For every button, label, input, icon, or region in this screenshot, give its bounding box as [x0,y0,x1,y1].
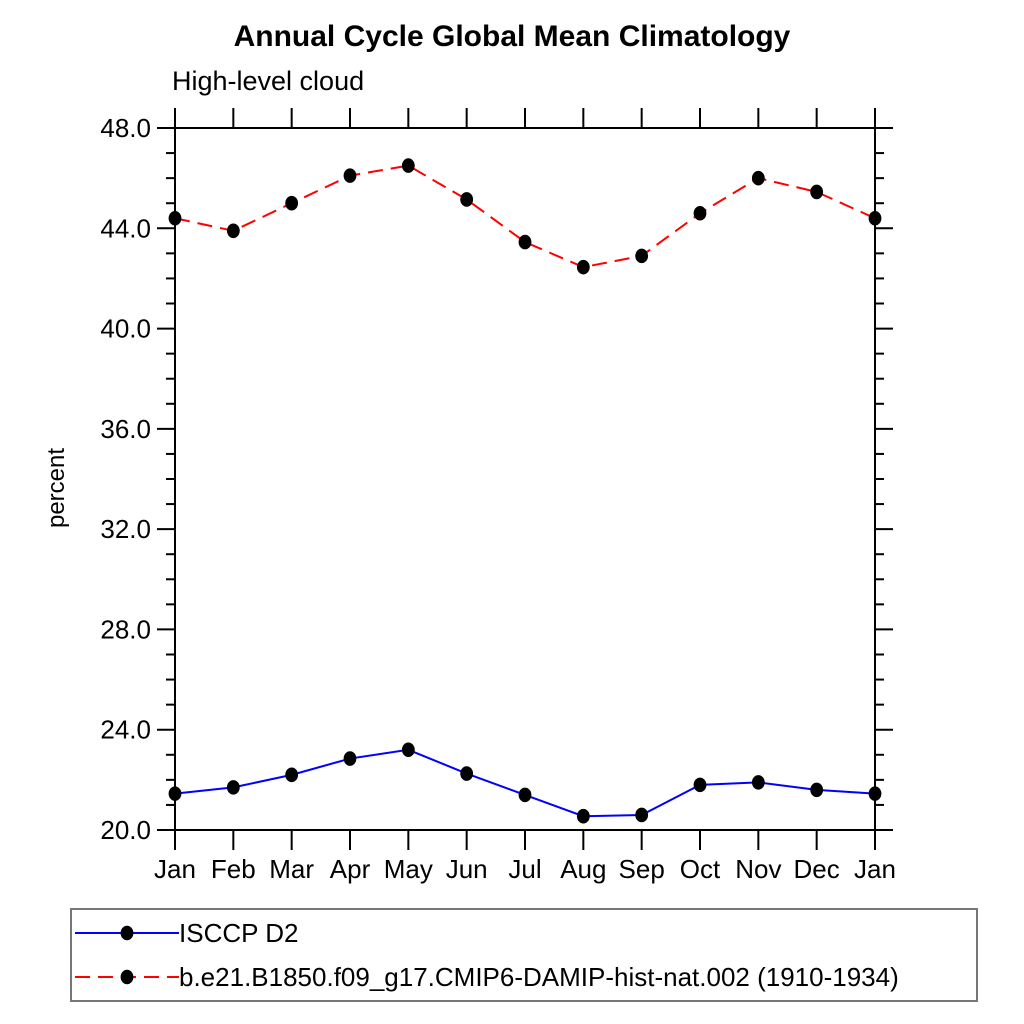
data-point-marker [285,767,299,783]
chart-subtitle: High-level cloud [172,66,365,96]
legend-item: b.e21.B1850.f09_g17.CMIP6-DAMIP-hist-nat… [72,957,976,997]
x-tick-label: Jul [508,854,541,884]
data-point-marker [693,205,707,221]
data-point-marker [460,766,474,781]
x-tick-label: Mar [269,854,314,884]
legend: ISCCP D2 b.e21.B1850.f09_g17.CMIP6-DAMIP-… [70,908,978,1002]
data-point-marker [226,223,240,239]
x-tick-label: Oct [680,854,721,884]
data-point-marker [751,775,765,790]
x-tick-label: Sep [619,854,665,884]
y-tick-label: 40.0 [100,314,151,344]
y-tick-label: 24.0 [100,715,151,745]
data-point-marker [343,168,357,183]
y-tick-label: 48.0 [100,113,151,143]
legend-item: ISCCP D2 [72,913,976,953]
legend-marker-icon [120,969,134,985]
data-point-marker [343,751,357,766]
data-point-marker [401,158,415,173]
data-point-marker [635,248,649,264]
data-point-marker [868,210,882,226]
x-tick-label: Jan [854,854,896,884]
data-point-marker [693,777,707,793]
data-point-marker [285,195,299,211]
data-point-marker [576,259,590,275]
x-tick-label: May [384,854,433,884]
y-tick-label: 32.0 [100,514,151,544]
data-point-marker [518,234,532,250]
chart-title: Annual Cycle Global Mean Climatology [233,20,791,53]
y-tick-label: 44.0 [100,213,151,243]
x-tick-label: Feb [211,854,256,884]
data-point-marker [576,808,590,824]
series-line-1 [174,164,876,269]
legend-line-sample [75,969,179,985]
data-point-marker [401,742,415,758]
data-point-marker [226,780,240,795]
legend-line-sample [75,925,179,941]
data-point-marker [635,807,649,823]
x-tick-label: Dec [794,854,840,884]
x-tick-label: Aug [560,854,606,884]
x-tick-label: Nov [735,854,781,884]
data-point-marker [751,170,765,186]
legend-marker-icon [120,925,134,941]
data-point-marker [168,210,182,226]
legend-label: ISCCP D2 [179,917,299,948]
series-line-0 [174,748,876,818]
x-tick-label: Jan [154,854,196,884]
legend-label: b.e21.B1850.f09_g17.CMIP6-DAMIP-hist-nat… [179,961,899,992]
y-tick-label: 28.0 [100,614,151,644]
data-point-marker [810,184,824,200]
data-point-marker [460,192,474,207]
data-point-marker [868,786,882,801]
data-point-marker [810,782,824,798]
x-tick-label: Apr [330,854,371,884]
x-tick-label: Jun [446,854,488,884]
data-point-marker [518,787,532,803]
data-point-marker [168,786,182,801]
y-tick-label: 36.0 [100,414,151,444]
y-tick-label: 20.0 [100,815,151,845]
